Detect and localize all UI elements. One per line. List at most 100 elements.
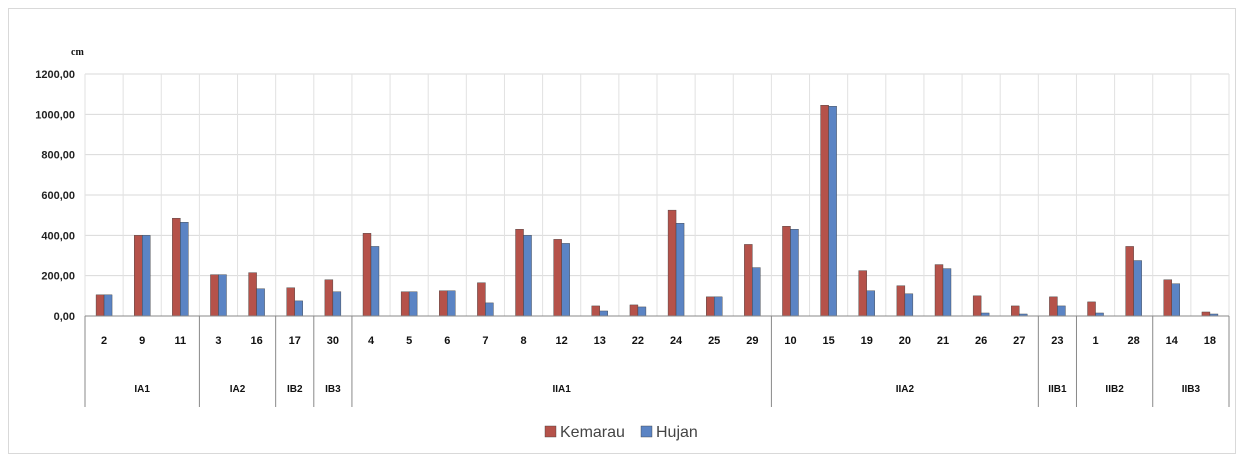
- y-tick-label: 1000,00: [35, 109, 75, 121]
- x-group-label: IIB1: [1048, 384, 1067, 395]
- gridlines: [84, 73, 1230, 317]
- bar-hujan-13: [599, 310, 608, 317]
- bar-hujan-3: [218, 274, 227, 317]
- bar-kemarau-7: [477, 282, 486, 317]
- bar-hujan-30: [332, 291, 342, 317]
- x-group-label: IA2: [230, 384, 246, 395]
- legend-label-hujan: Hujan: [656, 424, 698, 441]
- bar-hujan-25: [714, 296, 723, 317]
- bar-kemarau-13: [591, 305, 600, 317]
- bar-kemarau-11: [172, 217, 181, 317]
- legend-label-kemarau: Kemarau: [560, 424, 625, 441]
- bar-kemarau-27: [1011, 305, 1020, 317]
- x-category-label: 3: [215, 335, 221, 347]
- bar-hujan-19: [866, 290, 875, 317]
- bar-kemarau-6: [439, 290, 448, 317]
- x-category-label: 11: [175, 335, 187, 347]
- legend: Kemarau Hujan: [544, 424, 698, 441]
- bar-kemarau-14: [1163, 279, 1173, 317]
- bar-kemarau-25: [706, 296, 715, 317]
- bar-hujan-17: [294, 300, 303, 317]
- bar-kemarau-4: [362, 233, 372, 317]
- x-category-label: 26: [975, 335, 987, 347]
- bar-kemarau-10: [782, 226, 791, 317]
- bar-kemarau-5: [400, 291, 410, 317]
- x-category-label: 27: [1013, 335, 1025, 347]
- x-category-label: 14: [1166, 335, 1179, 347]
- y-tick-label: 400,00: [41, 230, 75, 242]
- bar-kemarau-15: [820, 105, 829, 317]
- bar-kemarau-29: [744, 244, 753, 317]
- bar-kemarau-20: [896, 285, 906, 317]
- x-category-label: 5: [406, 335, 412, 347]
- bar-hujan-7: [485, 302, 494, 317]
- bar-hujan-15: [828, 106, 837, 317]
- x-group-label: IB3: [325, 384, 341, 395]
- bar-kemarau-17: [286, 287, 295, 317]
- x-category-label: 9: [139, 335, 145, 347]
- x-category-label: 21: [937, 335, 949, 347]
- chart-frame: 0,00 200,00 400,00 600,00 800,00 1000,00 1200,…: [8, 8, 1236, 454]
- x-category-label: 22: [632, 335, 644, 347]
- bar-chart: 0,00 200,00 400,00 600,00 800,00 1000,00 1200,…: [35, 47, 1230, 441]
- bar-hujan-28: [1133, 260, 1142, 317]
- x-category-label: 7: [482, 335, 488, 347]
- x-category-label: 6: [444, 335, 450, 347]
- x-category-label: 16: [250, 335, 262, 347]
- bar-kemarau-26: [972, 295, 982, 317]
- x-category-label: 25: [708, 335, 720, 347]
- bar-hujan-6: [447, 290, 456, 317]
- bar-hujan-20: [904, 293, 914, 317]
- bar-hujan-11: [180, 222, 189, 317]
- x-category-label: 29: [746, 335, 758, 347]
- x-category-label: 17: [289, 335, 301, 347]
- x-category-label: 24: [670, 335, 683, 347]
- bar-kemarau-16: [248, 272, 257, 317]
- bar-kemarau-23: [1049, 296, 1058, 317]
- bar-kemarau-28: [1125, 246, 1134, 317]
- y-tick-label: 800,00: [41, 150, 75, 162]
- x-group-label: IIA2: [896, 384, 915, 395]
- x-category-label: 23: [1051, 335, 1063, 347]
- x-category-label: 19: [861, 335, 873, 347]
- bar-kemarau-2: [95, 294, 105, 317]
- x-axis: 2 9 11 3 16 17 30 4 5 6 7 8 12 13 22 24 25 29 10 15 19 20 21 26…: [84, 315, 1230, 407]
- x-group-label: IIA1: [552, 384, 571, 395]
- x-group-label: IA1: [134, 384, 150, 395]
- bar-hujan-16: [256, 288, 265, 317]
- bar-hujan-21: [942, 268, 952, 317]
- bar-hujan-12: [561, 243, 570, 317]
- x-category-label: 8: [520, 335, 526, 347]
- bar-hujan-14: [1171, 283, 1181, 317]
- x-category-label: 1: [1092, 335, 1098, 347]
- bar-hujan-2: [103, 294, 113, 317]
- x-category-label: 18: [1204, 335, 1216, 347]
- bar-hujan-8: [523, 235, 532, 317]
- x-group-label: IIB3: [1182, 384, 1201, 395]
- x-category-label: 20: [899, 335, 911, 347]
- x-category-label: 12: [556, 335, 568, 347]
- x-category-label: 30: [327, 335, 339, 347]
- y-tick-label: 200,00: [41, 271, 75, 283]
- bar-kemarau-3: [210, 274, 219, 317]
- bar-kemarau-21: [934, 264, 944, 317]
- x-category-label: 2: [101, 335, 107, 347]
- y-axis-unit: cm: [71, 47, 84, 58]
- bar-hujan-29: [752, 267, 761, 317]
- y-tick-label: 1200,00: [35, 69, 75, 81]
- bar-kemarau-12: [553, 239, 562, 317]
- bar-hujan-22: [637, 306, 647, 317]
- bar-kemarau-19: [858, 270, 867, 317]
- x-category-label: 4: [368, 335, 375, 347]
- x-category-label: 10: [784, 335, 796, 347]
- bar-kemarau-18: [1201, 311, 1211, 317]
- bar-hujan-9: [141, 235, 151, 317]
- x-category-label: 28: [1128, 335, 1140, 347]
- bar-kemarau-30: [324, 279, 334, 317]
- bar-hujan-24: [675, 223, 685, 317]
- bar-hujan-4: [370, 246, 380, 317]
- x-category-label: 13: [594, 335, 606, 347]
- bar-kemarau-9: [133, 235, 143, 317]
- bar-kemarau-24: [667, 209, 677, 317]
- x-category-label: 15: [822, 335, 834, 347]
